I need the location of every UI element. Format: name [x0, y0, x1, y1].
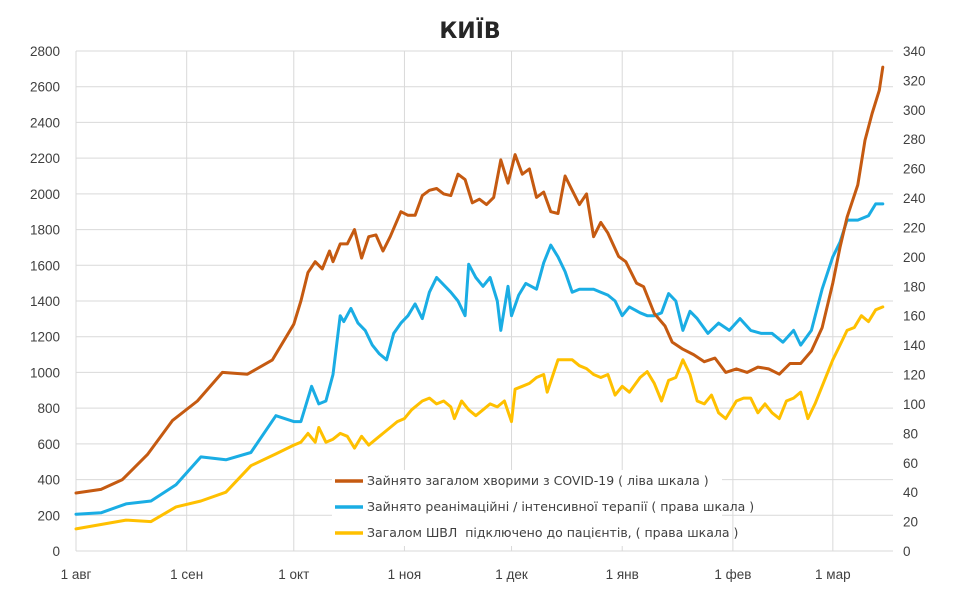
y-right-tick-label: 220 [903, 220, 926, 235]
y-right-tick-label: 320 [903, 73, 926, 88]
x-tick-label: 1 авг [61, 567, 92, 582]
y-right-tick-label: 180 [903, 279, 926, 294]
gridlines [75, 50, 893, 552]
y-left-tick-label: 2400 [30, 115, 60, 130]
x-tick-label: 1 янв [606, 567, 639, 582]
y-right-tick-label: 340 [903, 44, 926, 59]
y-left-tick-label: 400 [37, 473, 60, 488]
y-right-tick-label: 120 [903, 368, 926, 383]
series-line-icu [74, 202, 885, 516]
x-tick-label: 1 окт [278, 567, 309, 582]
left-axis-ticks: 0 200 400 600 800 1000 1200 1400 1600 1800 2000 220… [30, 44, 60, 559]
series-line-covid-total [74, 65, 885, 495]
x-tick-label: 1 мар [815, 567, 851, 582]
y-left-tick-label: 0 [52, 544, 60, 559]
y-right-tick-label: 40 [903, 485, 918, 500]
y-left-tick-label: 1200 [30, 330, 60, 345]
legend-background [332, 470, 722, 546]
y-left-tick-label: 1400 [30, 294, 60, 309]
y-right-tick-label: 200 [903, 250, 926, 265]
y-right-tick-label: 60 [903, 456, 918, 471]
y-right-tick-label: 300 [903, 103, 926, 118]
chart-title: КИЇВ [439, 18, 500, 44]
y-right-tick-label: 0 [903, 544, 911, 559]
series-line-ventilators [74, 305, 885, 531]
y-right-tick-label: 80 [903, 426, 918, 441]
x-axis-ticks: 1 авг 1 сен 1 окт 1 ноя 1 дек 1 янв 1 фев 1 мар [61, 567, 851, 582]
y-right-tick-label: 280 [903, 132, 926, 147]
y-right-tick-label: 240 [903, 191, 926, 206]
legend-label-ventilators: Загалом ШВЛ підключено до пацієнтів, ( п… [367, 525, 738, 540]
y-right-tick-label: 140 [903, 338, 926, 353]
right-axis-ticks: 0 20 40 60 80 100 120 140 160 180 200 220 240 260 280 3… [903, 44, 926, 559]
y-left-tick-label: 1600 [30, 258, 60, 273]
y-left-tick-label: 600 [37, 437, 60, 452]
y-right-tick-label: 20 [903, 515, 918, 530]
y-right-tick-label: 160 [903, 309, 926, 324]
x-tick-label: 1 фев [714, 567, 751, 582]
y-left-tick-label: 2200 [30, 151, 60, 166]
legend-label-icu: Зайнято реанімаційні / інтенсивної терап… [367, 499, 754, 514]
y-left-tick-label: 1000 [30, 365, 60, 380]
series-lines [74, 65, 885, 531]
legend-label-covid-total: Зайнято загалом хворими з COVID-19 ( лів… [367, 473, 709, 488]
x-tick-label: 1 ноя [388, 567, 422, 582]
y-left-tick-label: 1800 [30, 223, 60, 238]
y-left-tick-label: 2800 [30, 44, 60, 59]
y-right-tick-label: 100 [903, 397, 926, 412]
x-tick-label: 1 сен [170, 567, 203, 582]
legend: Зайнято загалом хворими з COVID-19 ( лів… [332, 470, 754, 546]
y-right-tick-label: 260 [903, 162, 926, 177]
y-left-tick-label: 800 [37, 401, 60, 416]
y-left-tick-label: 2000 [30, 187, 60, 202]
y-left-tick-label: 200 [37, 508, 60, 523]
x-tick-label: 1 дек [495, 567, 528, 582]
y-left-tick-label: 2600 [30, 80, 60, 95]
